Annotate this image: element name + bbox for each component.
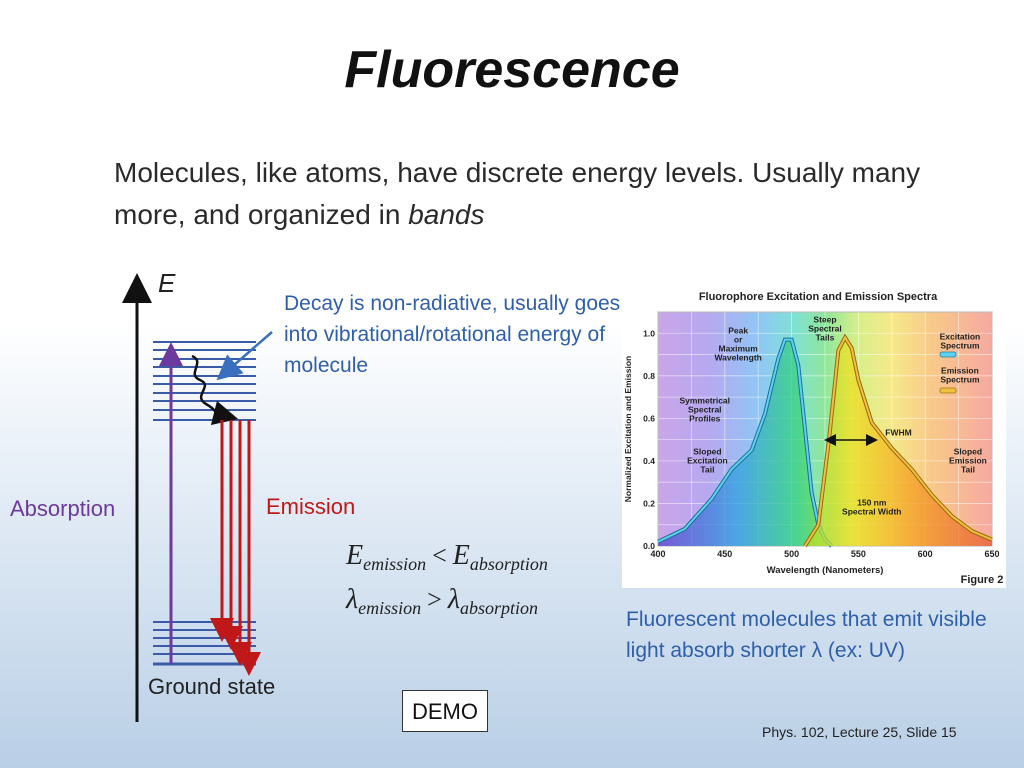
series-layer: [657, 333, 993, 548]
x-tick-label: 550: [851, 549, 866, 559]
spectra-chart: Fluorophore Excitation and Emission Spec…: [623, 291, 1004, 586]
annotation-5: FWHM: [885, 427, 911, 437]
legend-label-excitation: Excitation Spectrum: [940, 332, 981, 351]
axis-ticks: 400 450 500 550 600 650 0.0 0.2 0.4 0.6 0.8 1.0: [643, 328, 999, 559]
intro-italic-word: bands: [408, 199, 485, 230]
legend-excitation-swatch: [939, 351, 957, 358]
legend-emission-swatch: [939, 387, 957, 394]
emission-arrows: [210, 420, 261, 676]
eq2-right-sub: absorption: [459, 598, 538, 618]
annotation-1: Peak or Maximum Wavelength: [714, 325, 761, 362]
annotation-7: 150 nm Spectral Width: [842, 498, 901, 517]
eq2-left-sub: emission: [358, 598, 422, 618]
y-tick-label: 0.4: [643, 456, 655, 466]
wavelength-inequality: λemission > λabsorption: [346, 584, 538, 618]
slide-footer: Phys. 102, Lecture 25, Slide 15: [762, 724, 957, 740]
nonradiative-decay-arrow: [191, 354, 239, 426]
series-line-excitation: [657, 338, 833, 547]
eq1-right-sub: absorption: [469, 554, 548, 574]
ground-state-label: Ground state: [148, 674, 276, 699]
y-tick-label: 0.8: [643, 371, 655, 381]
energy-level-diagram: [122, 273, 273, 722]
intro-paragraph: Molecules, like atoms, have discrete ene…: [114, 152, 974, 236]
energy-axis-label: E: [158, 268, 176, 298]
chart-title: Fluorophore Excitation and Emission Spec…: [699, 291, 938, 303]
eq1-operator: <: [432, 541, 447, 570]
eq1-left-sub: emission: [363, 554, 427, 574]
x-tick-label: 600: [918, 549, 933, 559]
intro-text: Molecules, like atoms, have discrete ene…: [114, 157, 921, 230]
demo-button[interactable]: DEMO: [402, 690, 488, 732]
series-area-excitation: [658, 339, 832, 546]
chart-annotations: Peak or Maximum Wavelength Steep Spectral Tail…: [679, 315, 986, 517]
x-tick-label: 500: [784, 549, 799, 559]
excited-band: [153, 341, 256, 421]
legend-label-emission: Emission Spectrum: [940, 366, 980, 385]
slide-title: Fluorescence: [344, 41, 680, 99]
spectra-figure: Fluorophore Excitation and Emission Spec…: [622, 282, 1006, 588]
eq1-right: E: [452, 540, 470, 571]
fluorescent-note: Fluorescent molecules that emit visible …: [626, 608, 987, 662]
equations: Eemission < Eabsorption λemission > λabsorpt…: [346, 540, 606, 630]
x-tick-label: 450: [717, 549, 732, 559]
eq1-left: E: [346, 540, 364, 571]
series-area-emission: [804, 337, 992, 546]
y-tick-label: 0.6: [643, 413, 655, 423]
decay-note: Decay is non-radiative, usually goes int…: [284, 292, 621, 377]
annotation-2: Steep Spectral Tails: [808, 315, 842, 343]
eq2-right: λ: [447, 584, 460, 615]
y-axis-label: Normalized Excitation and Emission: [623, 356, 633, 502]
y-tick-label: 1.0: [643, 328, 655, 338]
energy-inequality: Eemission < Eabsorption: [346, 540, 548, 574]
figure-label: Figure 2: [961, 574, 1004, 586]
decay-pointer-arrow: [216, 331, 273, 381]
absorption-label: Absorption: [10, 496, 116, 521]
eq2-operator: >: [427, 585, 442, 614]
y-tick-label: 0.2: [643, 498, 655, 508]
y-tick-label: 0.0: [643, 541, 655, 551]
chart-legend: Excitation Spectrum Emission Spectrum: [940, 332, 981, 385]
eq2-left: λ: [346, 584, 359, 615]
emission-label: Emission: [266, 494, 356, 519]
series-line-emission: [804, 335, 993, 547]
x-tick-label: 400: [650, 549, 665, 559]
annotation-6: Sloped Emission Tail: [949, 447, 987, 475]
x-axis-label: Wavelength (Nanometers): [767, 565, 884, 576]
x-tick-label: 650: [984, 549, 999, 559]
annotation-4: Sloped Excitation Tail: [687, 447, 728, 475]
annotation-3: Symmetrical Spectral Profiles: [679, 395, 730, 423]
